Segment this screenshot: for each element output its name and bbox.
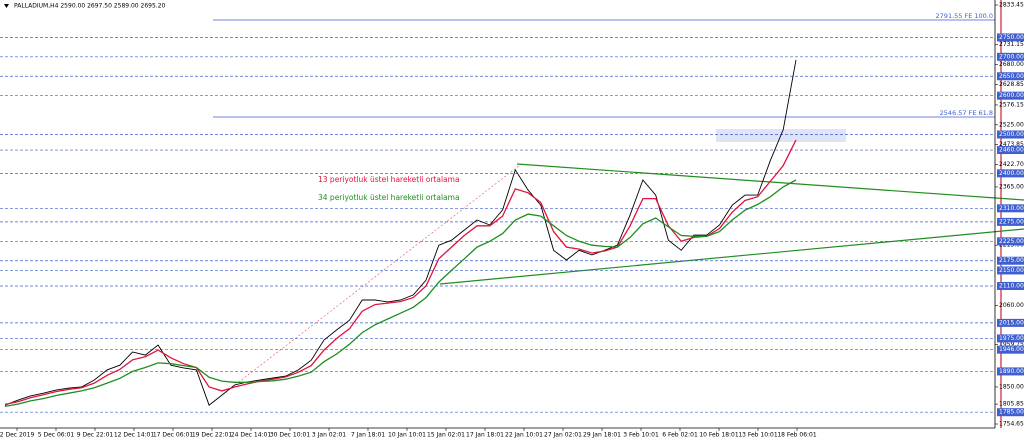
- x-tick-label: 9 Dec 22:01: [77, 432, 114, 439]
- x-tick-label: 30 Dec 10:01: [270, 432, 311, 439]
- x-tick-label: 17 Jan 18:01: [466, 432, 504, 439]
- level-label: 2150.00: [999, 267, 1024, 274]
- x-tick-label: 7 Jan 18:01: [351, 432, 385, 439]
- level-label: 2650.00: [999, 73, 1024, 80]
- y-tick-label: 2731.15: [999, 41, 1024, 48]
- x-tick-label: 15 Jan 02:01: [427, 432, 465, 439]
- y-tick-label: 2365.00: [999, 183, 1024, 190]
- y-tick-label: 1754.65: [999, 421, 1024, 428]
- y-tick-label: 2525.00: [999, 121, 1024, 128]
- level-box: [997, 33, 1024, 42]
- y-tick-label: 2680.00: [999, 61, 1024, 68]
- level-box: [997, 256, 1024, 265]
- level-label: 2700.00: [999, 53, 1024, 60]
- level-box: [997, 72, 1024, 81]
- y-tick-label: 2628.85: [999, 81, 1024, 88]
- x-tick-label: 2 Dec 2019: [0, 432, 34, 439]
- level-box: [997, 367, 1024, 376]
- y-tick-label: 2473.85: [999, 141, 1024, 148]
- y-tick-label: 2422.70: [999, 161, 1024, 168]
- level-label: 2110.00: [999, 282, 1024, 289]
- level-box: [997, 169, 1024, 178]
- level-box: [997, 146, 1024, 155]
- price-line: [4, 179, 797, 408]
- level-box: [997, 281, 1024, 290]
- level-box: [997, 217, 1024, 226]
- level-label: 2015.00: [999, 319, 1024, 326]
- x-tick-label: 27 Jan 02:01: [544, 432, 582, 439]
- price-line: [4, 59, 797, 406]
- level-box: [997, 345, 1024, 354]
- level-label: 2750.00: [999, 34, 1024, 41]
- level-label: 2310.00: [999, 205, 1024, 212]
- level-box: [997, 130, 1024, 139]
- y-tick-label: 2833.45: [999, 2, 1024, 9]
- level-box: [997, 318, 1024, 327]
- level-box: [997, 204, 1024, 213]
- x-tick-label: 10 Jan 10:01: [388, 432, 426, 439]
- level-box: [997, 237, 1024, 246]
- y-tick-label: 1805.85: [999, 401, 1024, 408]
- level-label: 2275.00: [999, 218, 1024, 225]
- level-label: 2600.00: [999, 92, 1024, 99]
- y-tick-label: 1959.75: [999, 341, 1024, 348]
- x-tick-label: 5 Dec 06:01: [38, 432, 75, 439]
- price-line: [4, 139, 797, 406]
- level-box: [997, 52, 1024, 61]
- level-label: 1946.00: [999, 346, 1024, 353]
- x-tick-label: 29 Jan 18:01: [583, 432, 621, 439]
- fib-line: [212, 164, 521, 403]
- fe-label: 2546.57 FE 61.8: [940, 109, 993, 117]
- trend-line: [439, 228, 1024, 285]
- level-label: 2460.00: [999, 147, 1024, 154]
- level-label: 1975.00: [999, 335, 1024, 342]
- level-label: 2500.00: [999, 131, 1024, 138]
- legend-label: 34 periyotluk üstel hareketli ortalama: [318, 193, 460, 202]
- level-box: [997, 334, 1024, 343]
- x-tick-label: 24 Dec 14:01: [231, 432, 272, 439]
- level-box: [997, 408, 1024, 417]
- level-box: [997, 266, 1024, 275]
- level-label: 2400.00: [999, 170, 1024, 177]
- fe-label: 2791.55 FE 100.0: [936, 12, 993, 20]
- legend-label: 13 periyotluk üstel hareketli ortalama: [318, 175, 460, 184]
- x-tick-label: 13 Feb 10:01: [738, 432, 778, 439]
- x-tick-label: 18 Feb 06:01: [777, 432, 817, 439]
- x-tick-label: 12 Dec 14:01: [114, 432, 155, 439]
- y-tick-label: 2576.15: [999, 101, 1024, 108]
- x-tick-label: 22 Jan 10:01: [505, 432, 543, 439]
- chart-title: PALLADIUM,H4 2590.00 2697.50 2589.00 269…: [14, 3, 166, 10]
- x-tick-label: 17 Dec 06:01: [153, 432, 194, 439]
- x-tick-label: 6 Feb 02:01: [662, 432, 698, 439]
- level-label: 2175.00: [999, 257, 1024, 264]
- y-tick-label: 2060.00: [999, 302, 1024, 309]
- x-tick-label: 10 Feb 18:01: [699, 432, 739, 439]
- x-tick-label: 3 Jan 02:01: [312, 432, 346, 439]
- x-tick-label: 19 Dec 22:01: [192, 432, 233, 439]
- menu-arrow[interactable]: [4, 4, 9, 8]
- level-box: [997, 91, 1024, 100]
- level-label: 1890.00: [999, 368, 1024, 375]
- y-tick-label: 1850.00: [999, 383, 1024, 390]
- x-tick-label: 3 Feb 10:01: [623, 432, 659, 439]
- level-label: 1785.00: [999, 409, 1024, 416]
- level-label: 2225.00: [999, 238, 1024, 245]
